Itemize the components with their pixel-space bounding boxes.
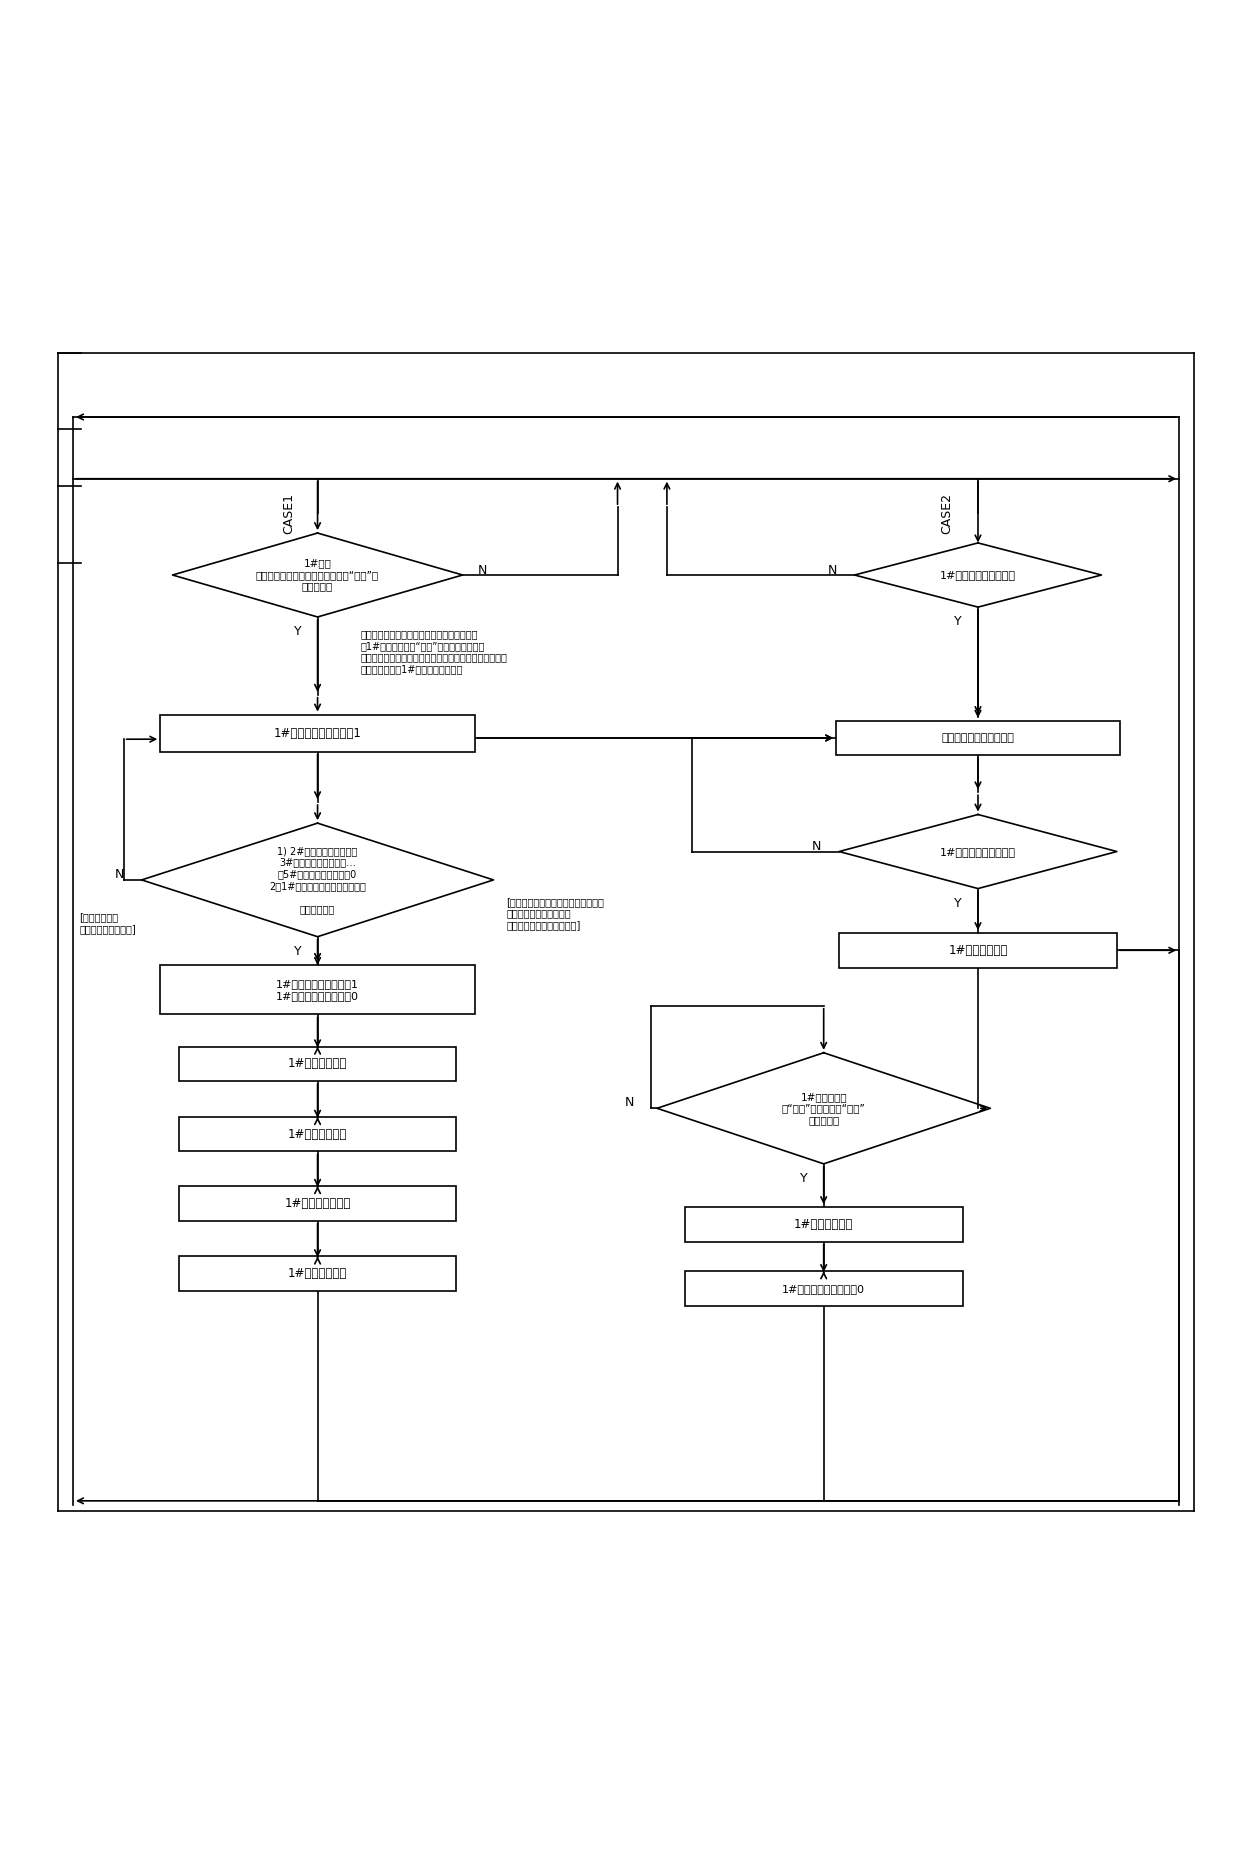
Text: 1#滤池停止程序: 1#滤池停止程序 (794, 1218, 853, 1232)
Text: 1#滤池停止程序: 1#滤池停止程序 (288, 1058, 347, 1071)
Text: 1#滤池反洗状态信号＝0: 1#滤池反洗状态信号＝0 (782, 1284, 866, 1293)
FancyBboxPatch shape (160, 715, 475, 752)
Text: CASE2: CASE2 (941, 493, 954, 534)
Text: N: N (477, 564, 487, 577)
Text: [注：如果两座（以上）滤池请求反洗
信号同时到来，则先响应
序号靠前的滤池反洗请求。]: [注：如果两座（以上）滤池请求反洗 信号同时到来，则先响应 序号靠前的滤池反洗请… (506, 898, 604, 929)
FancyBboxPatch shape (179, 1187, 456, 1220)
Text: 手动操作每台阀门、设备: 手动操作每台阀门、设备 (941, 733, 1014, 743)
Text: Y: Y (294, 625, 301, 638)
FancyBboxPatch shape (836, 720, 1120, 756)
Text: Y: Y (294, 944, 301, 957)
Text: 1#滤池气水洗程序: 1#滤池气水洗程序 (284, 1196, 351, 1209)
Text: 1#滤池气洗程序: 1#滤池气洗程序 (288, 1127, 347, 1140)
Text: 1#滤池
步控按鈕按下，并且选择了其中的“反洗”？
（见下注）: 1#滤池 步控按鈕按下，并且选择了其中的“反洗”？ （见下注） (255, 558, 379, 592)
Text: N: N (625, 1095, 635, 1108)
FancyBboxPatch shape (179, 1256, 456, 1291)
FancyBboxPatch shape (179, 1118, 456, 1151)
FancyBboxPatch shape (160, 965, 475, 1015)
Text: [注：同一时刻
只允许一座滤池反洗]: [注：同一时刻 只允许一座滤池反洗] (79, 912, 136, 933)
Text: 1#滤池反洗状态信号＝1
1#滤池反洗请求信号＝0: 1#滤池反洗状态信号＝1 1#滤池反洗请求信号＝0 (277, 980, 360, 1000)
Text: 1#滤池手动按鈕复位？: 1#滤池手动按鈕复位？ (940, 847, 1016, 856)
Text: 1) 2#滤池反洗状态信号＋
3#滤池反洗状态信号＋…
＋5#滤池反洗状态信号＝0
2）1#滤池反洗请求信号最先来？

两条均满足？: 1) 2#滤池反洗状态信号＋ 3#滤池反洗状态信号＋… ＋5#滤池反洗状态信号＝… (269, 845, 366, 914)
Text: N: N (115, 868, 124, 881)
Text: 》该按鈕等到反洗过程结束后才能自动解除。
当1#滤池步控中的“反洗”复位按鈕按下前，
反洗记忆位复位的话，则自动执行一次完整的反洗过程，
然后再自动执行1#滤池: 》该按鈕等到反洗过程结束后才能自动解除。 当1#滤池步控中的“反洗”复位按鈕按下… (361, 629, 507, 674)
Text: N: N (827, 564, 837, 577)
Text: Y: Y (955, 898, 962, 911)
Text: Y: Y (955, 616, 962, 629)
Text: 1#滤池反洗请求信号＝1: 1#滤池反洗请求信号＝1 (274, 726, 362, 739)
Text: 1#滤池停止程序: 1#滤池停止程序 (949, 944, 1008, 957)
Text: N: N (812, 840, 822, 853)
FancyBboxPatch shape (839, 933, 1117, 968)
Text: 1#滤池水洗程序: 1#滤池水洗程序 (288, 1267, 347, 1280)
FancyBboxPatch shape (684, 1271, 962, 1306)
Text: Y: Y (800, 1172, 807, 1185)
FancyBboxPatch shape (179, 1047, 456, 1080)
Text: 1#滤池步控中
的“反洗”按鈕复位或“步控”
按鈕复位？: 1#滤池步控中 的“反洗”按鈕复位或“步控” 按鈕复位？ (781, 1092, 866, 1125)
FancyBboxPatch shape (684, 1207, 962, 1241)
Text: CASE1: CASE1 (283, 493, 295, 534)
Text: 1#滤池手动按鈕按下？: 1#滤池手动按鈕按下？ (940, 569, 1016, 580)
